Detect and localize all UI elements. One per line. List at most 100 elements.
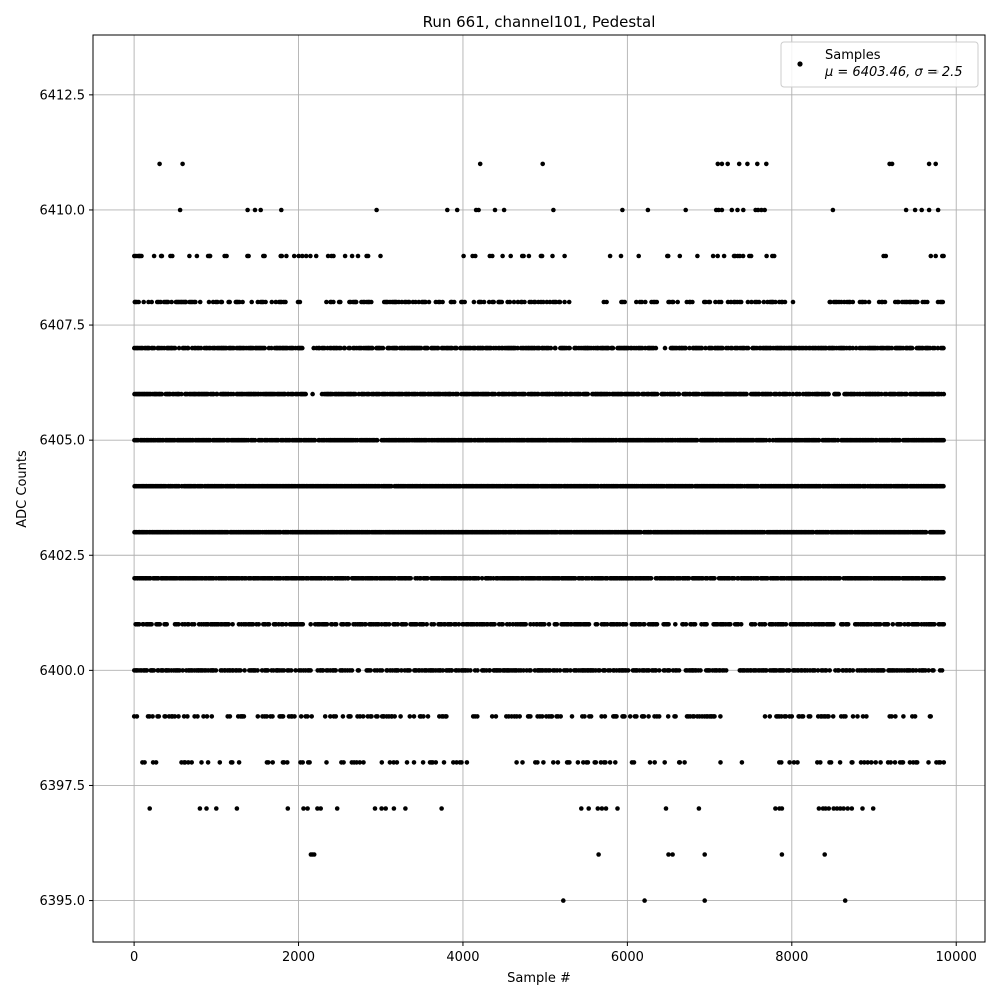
data-point (185, 345, 191, 351)
data-point (903, 207, 909, 213)
data-point (610, 345, 616, 351)
data-point (762, 714, 768, 719)
data-point (374, 207, 379, 213)
data-point (144, 668, 150, 673)
data-point (850, 760, 855, 765)
data-point (263, 299, 268, 305)
data-point (690, 299, 695, 305)
data-point (481, 299, 487, 305)
data-point (149, 622, 154, 627)
data-point (213, 668, 219, 673)
data-point (912, 714, 918, 719)
data-point (581, 760, 586, 765)
data-point (189, 760, 194, 765)
data-point (479, 576, 485, 581)
data-point (667, 668, 672, 673)
data-point (860, 714, 866, 719)
data-point (333, 622, 339, 627)
data-point (595, 806, 601, 811)
data-point (827, 668, 832, 673)
data-point (492, 207, 498, 213)
data-point (546, 622, 552, 627)
data-point (602, 714, 608, 719)
data-point (180, 668, 185, 673)
data-point (528, 668, 533, 673)
data-point (541, 760, 546, 765)
data-point (394, 760, 400, 765)
data-point (941, 529, 946, 535)
data-point (941, 345, 946, 351)
data-point (507, 622, 512, 627)
data-point (759, 207, 764, 213)
data-point (520, 760, 525, 765)
data-point (568, 668, 573, 673)
data-point (850, 714, 856, 719)
data-point (889, 714, 894, 719)
data-point (926, 668, 931, 673)
data-point (873, 760, 878, 765)
data-point (599, 806, 605, 811)
chart-title: Run 661, channel101, Pedestal (423, 13, 656, 31)
data-point (828, 760, 834, 765)
data-point (448, 622, 454, 627)
data-point (665, 714, 671, 719)
data-point (514, 760, 519, 765)
data-point (324, 622, 330, 627)
data-point (607, 760, 613, 765)
data-point (176, 714, 181, 719)
data-point (728, 622, 733, 627)
data-point (360, 714, 366, 719)
data-point (843, 714, 848, 719)
data-point (683, 622, 689, 627)
data-point (614, 714, 619, 719)
data-point (653, 345, 659, 351)
data-point (517, 714, 522, 719)
data-point (603, 806, 609, 811)
data-point (582, 714, 587, 719)
data-point (830, 207, 836, 213)
data-point (523, 622, 528, 627)
data-point (445, 207, 450, 213)
data-point (779, 852, 785, 857)
data-point (941, 760, 947, 765)
data-point (172, 345, 178, 351)
data-point (521, 668, 526, 673)
data-point (361, 760, 366, 765)
data-point (333, 714, 339, 719)
data-point (245, 207, 250, 213)
data-point (172, 714, 178, 719)
data-point (686, 576, 692, 581)
data-point (691, 714, 697, 719)
data-point (557, 299, 563, 305)
data-point (593, 760, 599, 765)
data-point (836, 391, 842, 397)
data-point (567, 760, 572, 765)
data-point (292, 714, 297, 719)
data-point (941, 437, 946, 443)
data-point (941, 576, 946, 581)
data-point (712, 576, 717, 581)
data-point (493, 714, 499, 719)
data-point (631, 760, 637, 765)
data-point (548, 345, 554, 351)
data-point (831, 806, 836, 811)
data-point (573, 576, 578, 581)
data-point (913, 668, 919, 673)
data-point (379, 806, 384, 811)
data-point (625, 668, 631, 673)
data-point (864, 714, 869, 719)
data-point (182, 760, 188, 765)
data-point (764, 161, 769, 167)
data-point (926, 207, 932, 213)
data-point (599, 714, 604, 719)
data-point (554, 622, 560, 627)
data-point (779, 806, 785, 811)
data-point (283, 622, 289, 627)
data-point (264, 714, 270, 719)
data-point (270, 760, 276, 765)
data-point (837, 576, 842, 581)
data-point (909, 345, 915, 351)
data-point (298, 714, 304, 719)
